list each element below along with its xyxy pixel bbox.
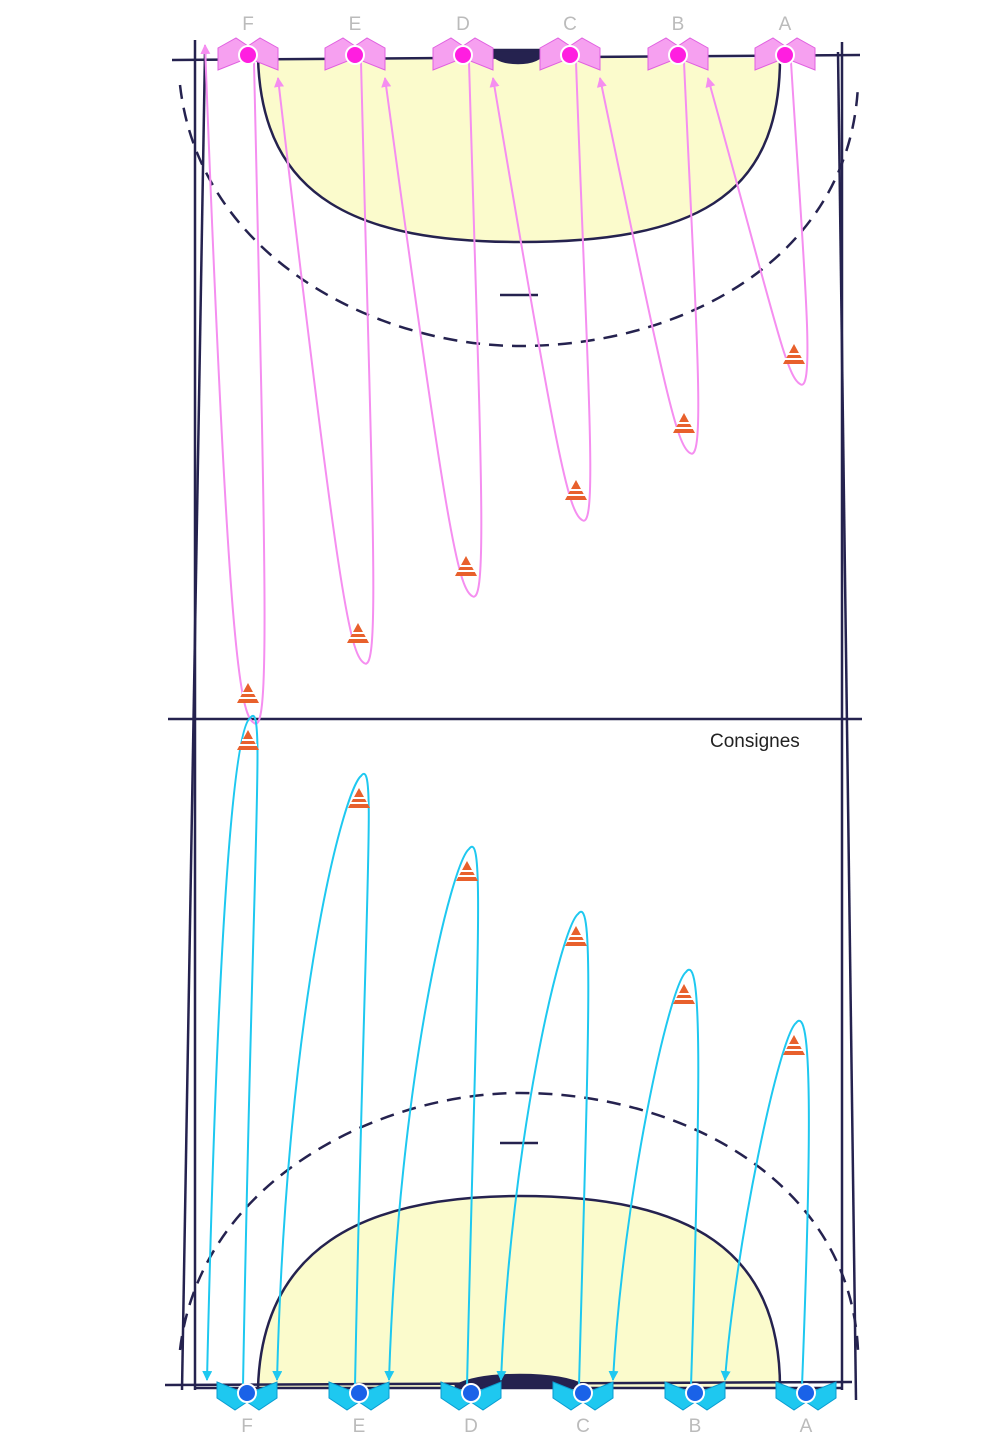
player [685,1383,705,1403]
cone [783,1035,805,1055]
run-paths [200,44,810,1387]
player [345,45,365,65]
run-path [272,772,370,1387]
player-label: C [563,14,577,35]
player-label: C [576,1416,590,1437]
run-path [384,845,480,1387]
run-path [200,44,266,725]
run-path [608,968,700,1387]
cone [565,480,587,500]
player [349,1383,369,1403]
markers: F E D C B A F E D C B A [216,14,837,1437]
player [237,1383,257,1403]
player [775,45,795,65]
player [796,1383,816,1403]
player-label: B [689,1416,702,1437]
cone [237,730,259,750]
cone [455,556,477,576]
player-label: F [242,14,254,35]
run-path [381,61,483,598]
player-label: A [800,1416,813,1437]
cone [237,683,259,703]
cone [456,861,478,881]
player-label: A [779,14,792,35]
player-label: D [456,14,470,35]
player [461,1383,481,1403]
player [453,45,473,65]
run-path [489,61,592,522]
cone [783,344,805,364]
run-path [274,61,375,665]
player [238,45,258,65]
cone [673,413,695,433]
player-label: D [464,1416,478,1437]
run-path [496,910,590,1387]
player-label: E [349,14,362,35]
player-label: F [241,1416,253,1437]
caption: Consignes [710,731,800,752]
run-path [705,61,809,386]
player-label: B [672,14,685,35]
player-label: E [353,1416,366,1437]
run-path [596,61,700,455]
cone [565,926,587,946]
cone [348,788,370,808]
player [668,45,688,65]
court-lines [164,40,862,1401]
player [560,45,580,65]
run-path [202,714,259,1387]
cone [673,984,695,1004]
player [573,1383,593,1403]
cone [347,623,369,643]
run-path [720,1019,810,1387]
